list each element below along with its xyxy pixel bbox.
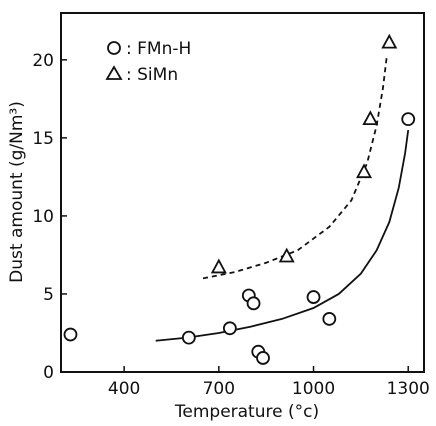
point-simn [362, 110, 379, 126]
legend-label-simn: : SiMn [126, 65, 178, 85]
point-fmn-h [401, 112, 416, 127]
legend: : FMn-H : SiMn [105, 39, 191, 85]
point-simn [278, 247, 295, 263]
trend-line-fmn-h [155, 129, 410, 342]
y-tick-label: 20 [32, 51, 54, 71]
y-tick-label: 15 [32, 129, 54, 149]
point-fmn-h [306, 290, 321, 304]
trend-lines [155, 56, 410, 342]
point-fmn-h [256, 351, 270, 365]
x-axis-title: Temperature (°c) [174, 402, 319, 422]
y-tick-label: 5 [43, 285, 54, 305]
legend-label-fmn-h: : FMn-H [126, 39, 191, 59]
point-fmn-h [222, 321, 237, 336]
point-fmn-h [246, 296, 261, 311]
y-tick-label: 10 [32, 207, 54, 227]
y-tick-label: 0 [43, 363, 54, 383]
point-fmn-h [181, 330, 196, 345]
point-simn [210, 258, 227, 274]
data-markers [63, 33, 416, 365]
x-tick-label: 400 [108, 379, 140, 399]
ticks: 400 700 1000 1300 0 5 10 15 20 [32, 51, 429, 399]
legend-marker-simn [105, 65, 123, 80]
point-simn [356, 163, 373, 179]
x-tick-label: 700 [203, 379, 235, 399]
point-fmn-h [63, 327, 78, 342]
x-tick-label: 1000 [292, 379, 335, 399]
legend-marker-fmn-h [107, 41, 121, 55]
plot-frame [60, 12, 425, 373]
x-tick-label: 1300 [387, 379, 430, 399]
point-simn [381, 33, 398, 49]
y-axis-title: Dust amount (g/Nm³) [7, 101, 27, 283]
point-fmn-h [322, 312, 337, 326]
trend-line-simn [202, 56, 388, 280]
